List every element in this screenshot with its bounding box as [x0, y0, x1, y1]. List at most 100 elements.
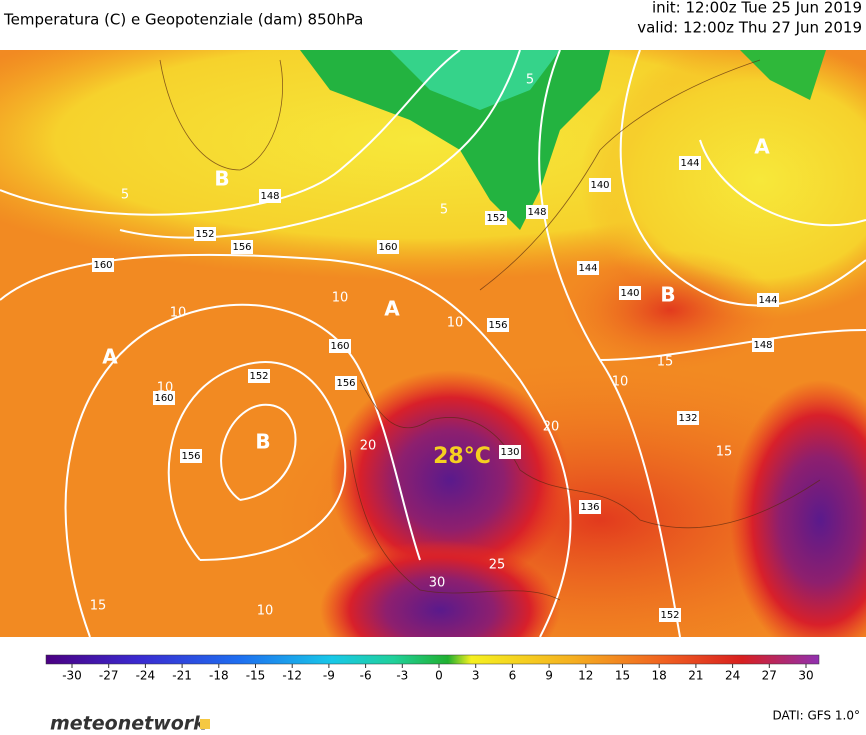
brand: meteonetwork [50, 713, 207, 735]
colorbar-tick-label: -27 [99, 669, 119, 683]
colorbar-tick-label: -21 [172, 669, 192, 683]
geopotential-label: 144 [758, 295, 777, 306]
colorbar-tick-label: 3 [472, 669, 480, 683]
valid-time: valid: 12:00z Thu 27 Jun 2019 [637, 19, 862, 37]
colorbar-tick-label: -12 [282, 669, 302, 683]
contour-label-box [499, 445, 521, 459]
colorbar-tick-label: -15 [246, 669, 266, 683]
temperature-label: 5 [526, 73, 534, 88]
geopotential-label: 148 [527, 207, 546, 218]
geopotential-label: 152 [249, 371, 268, 382]
temperature-label: 5 [440, 203, 448, 218]
contour-label-box [248, 369, 270, 383]
pressure-center: A [754, 135, 770, 159]
colorbar [45, 654, 820, 665]
geopotential-label: 152 [660, 610, 679, 621]
contour-label-box [752, 338, 774, 352]
geopotential-label: 144 [578, 263, 597, 274]
temperature-label: 15 [657, 355, 674, 370]
temperature-label: 10 [157, 381, 174, 396]
colorbar-tick-label: 21 [688, 669, 703, 683]
temperature-label: 20 [360, 439, 377, 454]
colorbar-tick-label: -18 [209, 669, 229, 683]
temperature-label: 15 [90, 599, 107, 614]
max-temperature: 28°C [433, 444, 491, 469]
contour-label-box [679, 156, 701, 170]
contour-label-box [619, 286, 641, 300]
geopotential-label: 130 [500, 447, 519, 458]
contour-label-box [677, 411, 699, 425]
contour-label-box [579, 500, 601, 514]
geopotential-label: 148 [753, 340, 772, 351]
contour-label-box [194, 227, 216, 241]
data-source: DATI: GFS 1.0° [772, 709, 860, 723]
temperature-label: 10 [332, 291, 349, 306]
pressure-center: B [214, 167, 229, 191]
colorbar-tick-label: 15 [615, 669, 630, 683]
geopotential-label: 156 [336, 378, 355, 389]
temperature-label: 25 [489, 558, 506, 573]
colorbar-tick-label: 18 [652, 669, 667, 683]
colorbar-tick-label: -24 [136, 669, 156, 683]
pressure-center: B [255, 430, 270, 454]
geopotential-label: 160 [378, 242, 397, 253]
contour-label-box [589, 178, 611, 192]
geopotential-label: 160 [93, 260, 112, 271]
contour-label-box [526, 205, 548, 219]
init-time: init: 12:00z Tue 25 Jun 2019 [652, 0, 862, 17]
temperature-label: 10 [170, 306, 187, 321]
colorbar-tick-label: 27 [762, 669, 777, 683]
contour-label-box [92, 258, 114, 272]
contour-label-box [485, 211, 507, 225]
geopotential-label: 156 [488, 320, 507, 331]
colorbar-tick-label: 6 [509, 669, 517, 683]
contour-label-box [335, 376, 357, 390]
geopotential-label: 144 [680, 158, 699, 169]
temperature-label: 10 [612, 375, 629, 390]
contour-label-box [153, 391, 175, 405]
contour-label-box [659, 608, 681, 622]
colorbar-tick-label: 24 [725, 669, 740, 683]
temperature-label: 10 [257, 604, 274, 619]
contour-label-box [577, 261, 599, 275]
geopotential-label: 156 [181, 451, 200, 462]
geopotential-label: 156 [232, 242, 251, 253]
geopotential-label: 140 [590, 180, 609, 191]
temperature-label: 20 [543, 420, 560, 435]
contour-label-box [259, 189, 281, 203]
map: A B B A B A 28°C 148 152 156 160 160 152 148 140 144 144… [0, 50, 866, 637]
geopotential-label: 148 [260, 191, 279, 202]
contour-label-box [180, 449, 202, 463]
geopotential-label: 152 [486, 213, 505, 224]
coastlines [159, 59, 821, 601]
temperature-label: 10 [447, 316, 464, 331]
colorbar-tick-label: 0 [435, 669, 443, 683]
geopotential-label: 152 [195, 229, 214, 240]
temperature-label: 5 [121, 188, 129, 203]
pressure-center: A [102, 345, 118, 369]
colorbar-tick-label: -9 [323, 669, 335, 683]
geopotential-label: 136 [580, 502, 599, 513]
contour-label-box [487, 318, 509, 332]
colorbar-tick-label: 9 [545, 669, 553, 683]
colorbar-tick-label: -30 [62, 669, 82, 683]
temperature-label: 15 [716, 445, 733, 460]
title: Temperatura (C) e Geopotenziale (dam) 85… [3, 11, 363, 29]
pressure-center: B [660, 283, 675, 307]
geopotential-contours [0, 50, 866, 637]
geopotential-label: 160 [330, 341, 349, 352]
contour-label-box [377, 240, 399, 254]
colorbar-tick-label: 30 [798, 669, 813, 683]
geopotential-label: 160 [154, 393, 173, 404]
contour-label-box [757, 293, 779, 307]
colorbar-tick-label: 12 [578, 669, 593, 683]
geopotential-label: 132 [678, 413, 697, 424]
brand-mark [200, 719, 210, 729]
contour-label-box [329, 339, 351, 353]
geopotential-label: 140 [620, 288, 639, 299]
temperature-label: 30 [429, 576, 446, 591]
colorbar-tick-label: -6 [360, 669, 372, 683]
colorbar-tick-label: -3 [396, 669, 408, 683]
